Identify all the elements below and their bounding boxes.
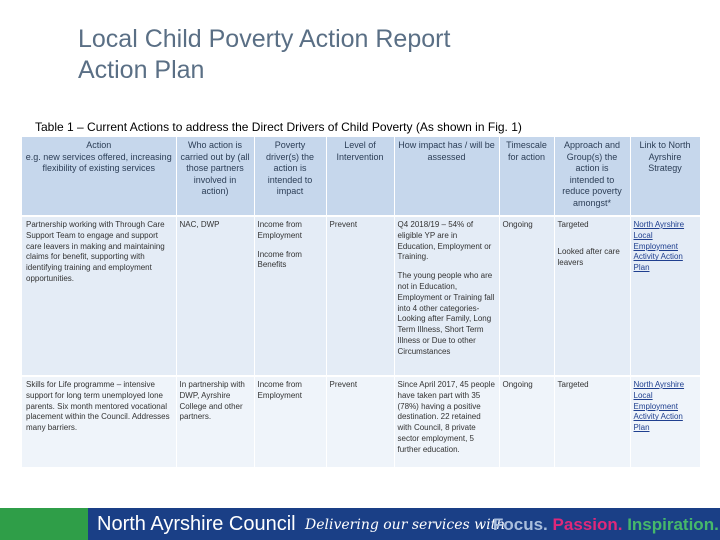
cell-action: Partnership working with Through Care Su… bbox=[22, 215, 177, 376]
slide-title-line-1: Local Child Poverty Action Report bbox=[78, 25, 451, 53]
cell-level: Prevent bbox=[326, 215, 395, 376]
cell-strategy: North Ayrshire Local Employment Activity… bbox=[630, 215, 701, 376]
council-name: North Ayrshire Council bbox=[97, 513, 296, 535]
cell-who: In partnership with DWP, Ayrshire Colleg… bbox=[176, 375, 255, 467]
footer-accent-block bbox=[0, 508, 88, 540]
value-inspiration: Inspiration. bbox=[627, 515, 719, 534]
cell-approach: Targeted bbox=[554, 375, 631, 467]
approach-type: Targeted bbox=[557, 220, 589, 229]
action-plan-table: Action e.g. new services offered, increa… bbox=[22, 137, 701, 467]
header-approach: Approach and Group(s) the action is inte… bbox=[554, 137, 631, 216]
table-header-row: Action e.g. new services offered, increa… bbox=[22, 137, 701, 216]
cell-driver: Income from Employment bbox=[254, 375, 327, 467]
header-impact: How impact has / will be assessed bbox=[394, 137, 500, 216]
footer-values: Focus. Passion. Inspiration. bbox=[493, 515, 719, 535]
impact-statistic: Q4 2018/19 – 54% of eligible YP are in E… bbox=[397, 220, 492, 262]
header-action-desc: e.g. new services offered, increasing fl… bbox=[25, 151, 172, 174]
cell-impact: Since April 2017, 45 people have taken p… bbox=[394, 375, 500, 467]
header-action-title: Action bbox=[86, 140, 112, 150]
header-driver: Poverty driver(s) the action is intended… bbox=[254, 137, 327, 216]
footer-tagline: Delivering our services with bbox=[305, 517, 506, 533]
impact-detail: The young people who are not in Educatio… bbox=[397, 271, 495, 356]
cell-strategy: North Ayrshire Local Employment Activity… bbox=[630, 375, 701, 467]
strategy-link[interactable]: North Ayrshire Local Employment Activity… bbox=[633, 220, 685, 273]
cell-timescale: Ongoing bbox=[499, 215, 555, 376]
table-row: Partnership working with Through Care Su… bbox=[22, 215, 701, 376]
value-passion: Passion. bbox=[552, 515, 623, 534]
header-strategy: Link to North Ayrshire Strategy bbox=[630, 137, 701, 216]
slide-title: Local Child Poverty Action Report Action… bbox=[78, 24, 638, 86]
cell-who: NAC, DWP bbox=[176, 215, 255, 376]
cell-level: Prevent bbox=[326, 375, 395, 467]
header-who: Who action is carried out by (all those … bbox=[176, 137, 255, 216]
cell-timescale: Ongoing bbox=[499, 375, 555, 467]
header-timescale: Timescale for action bbox=[499, 137, 555, 216]
header-level: Level of Intervention bbox=[326, 137, 395, 216]
approach-group: Looked after care leavers bbox=[557, 246, 620, 267]
slide-title-line-2: Action Plan bbox=[78, 56, 205, 84]
driver-benefits: Income from Benefits bbox=[257, 249, 302, 270]
table-row: Skills for Life programme – intensive su… bbox=[22, 375, 701, 467]
driver-employment: Income from Employment bbox=[257, 220, 302, 240]
table-caption: Table 1 – Current Actions to address the… bbox=[35, 120, 522, 134]
cell-driver: Income from Employment Income from Benef… bbox=[254, 215, 327, 376]
cell-action: Skills for Life programme – intensive su… bbox=[22, 375, 177, 467]
cell-impact: Q4 2018/19 – 54% of eligible YP are in E… bbox=[394, 215, 500, 376]
footer-banner: North Ayrshire Council Delivering our se… bbox=[0, 508, 720, 540]
header-action: Action e.g. new services offered, increa… bbox=[22, 137, 177, 216]
strategy-link[interactable]: North Ayrshire Local Employment Activity… bbox=[633, 380, 685, 433]
cell-approach: Targeted Looked after care leavers bbox=[554, 215, 631, 376]
value-focus: Focus. bbox=[493, 515, 548, 534]
